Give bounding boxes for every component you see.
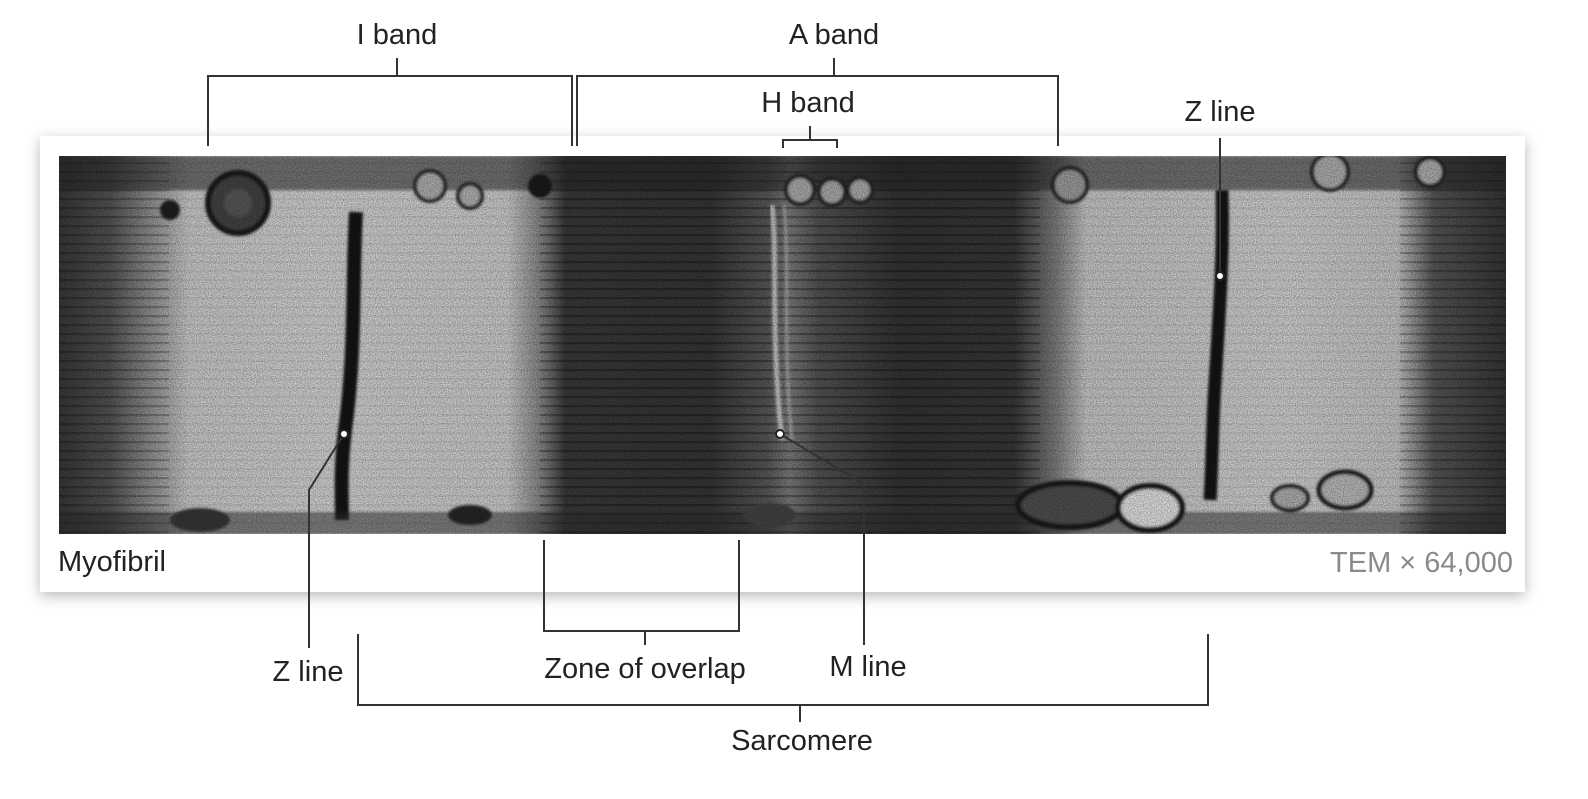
h-band-label: H band: [761, 87, 855, 119]
a-band-label: A band: [788, 19, 880, 51]
leader-dots: [339, 271, 1225, 439]
sarcomere-bracket: [357, 634, 1209, 722]
h-band-bracket: [782, 126, 838, 148]
m-line-label: M line: [829, 651, 907, 683]
zone-of-overlap-bracket: [543, 540, 740, 645]
z-line-bottom-label: Z line: [272, 656, 344, 688]
z-line-bottom-dot: [339, 429, 349, 439]
m-line-leader: [779, 433, 865, 645]
micrograph-image: [59, 156, 1506, 534]
magnification-label: TEM × 64,000: [1330, 547, 1513, 579]
a-band-bracket: [576, 58, 1059, 146]
z-line-bottom-leader: [308, 433, 345, 648]
panel-title: Myofibril: [58, 546, 166, 578]
m-line-dot: [775, 429, 785, 439]
z-line-top-label: Z line: [1184, 96, 1256, 128]
sarcomere-label: Sarcomere: [731, 725, 873, 757]
i-band-bracket: [207, 58, 573, 146]
z-line-top-dot: [1215, 271, 1225, 281]
i-band-label: I band: [356, 19, 438, 51]
zone-of-overlap-label: Zone of overlap: [544, 653, 746, 685]
annotation-lines: [207, 58, 1221, 722]
